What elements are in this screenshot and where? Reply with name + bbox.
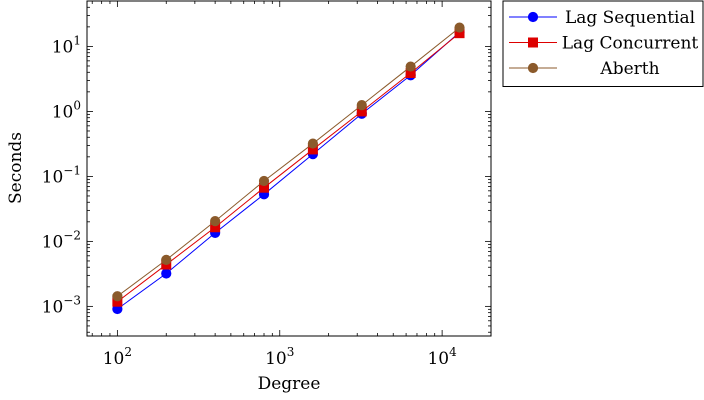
data-point-lag-sequential (161, 268, 172, 279)
legend: Lag Sequential Lag Concurrent Aberth (502, 0, 704, 87)
legend-label-lag-concurrent: Lag Concurrent (562, 34, 699, 54)
x-tick-exponent: 4 (449, 345, 457, 359)
y-tick-base: 10 (52, 37, 74, 57)
data-point-aberth (454, 22, 465, 33)
data-point-aberth (112, 291, 123, 302)
data-point-aberth (210, 216, 221, 227)
data-point-aberth (258, 175, 270, 187)
data-point-aberth (161, 254, 172, 265)
y-tick-label: 10−2 (42, 228, 81, 252)
y-tick-base: 10 (42, 232, 64, 252)
data-point-aberth (405, 61, 416, 72)
data-point-aberth (356, 100, 367, 111)
legend-marker-lag-sequential (527, 11, 539, 23)
x-tick-base: 10 (103, 349, 125, 369)
y-tick-label: 10−1 (42, 163, 81, 187)
x-axis-label: Degree (258, 374, 321, 394)
y-tick-base: 10 (42, 297, 64, 317)
x-tick-base: 10 (265, 349, 287, 369)
x-tick-label: 102 (103, 345, 132, 369)
y-axis-label: Seconds (6, 132, 26, 204)
data-point-aberth (307, 138, 318, 149)
y-tick-exponent: −3 (63, 293, 81, 307)
series-line-lag-concurrent (117, 32, 460, 303)
series-line-lag-sequential (117, 31, 460, 310)
plot-frame (86, 0, 492, 337)
y-tick-exponent: −1 (63, 163, 81, 177)
x-tick-base: 10 (427, 349, 449, 369)
legend-marker-lag-concurrent (528, 37, 538, 48)
legend-label-lag-sequential: Lag Sequential (565, 8, 695, 28)
y-tick-exponent: 0 (73, 98, 81, 112)
y-tick-label: 10−3 (42, 293, 81, 317)
series-line-aberth (117, 27, 460, 297)
y-tick-base: 10 (52, 102, 74, 122)
y-tick-base: 10 (42, 167, 64, 187)
y-tick-exponent: 1 (73, 33, 81, 47)
x-tick-exponent: 2 (124, 345, 132, 359)
y-tick-label: 100 (52, 98, 81, 122)
y-tick-exponent: −2 (63, 228, 81, 242)
y-tick-label: 101 (52, 33, 81, 57)
legend-marker-aberth (527, 62, 539, 74)
x-tick-label: 103 (265, 345, 294, 369)
x-tick-label: 104 (427, 345, 457, 369)
x-tick-exponent: 3 (287, 345, 295, 359)
legend-label-aberth: Aberth (599, 59, 659, 79)
